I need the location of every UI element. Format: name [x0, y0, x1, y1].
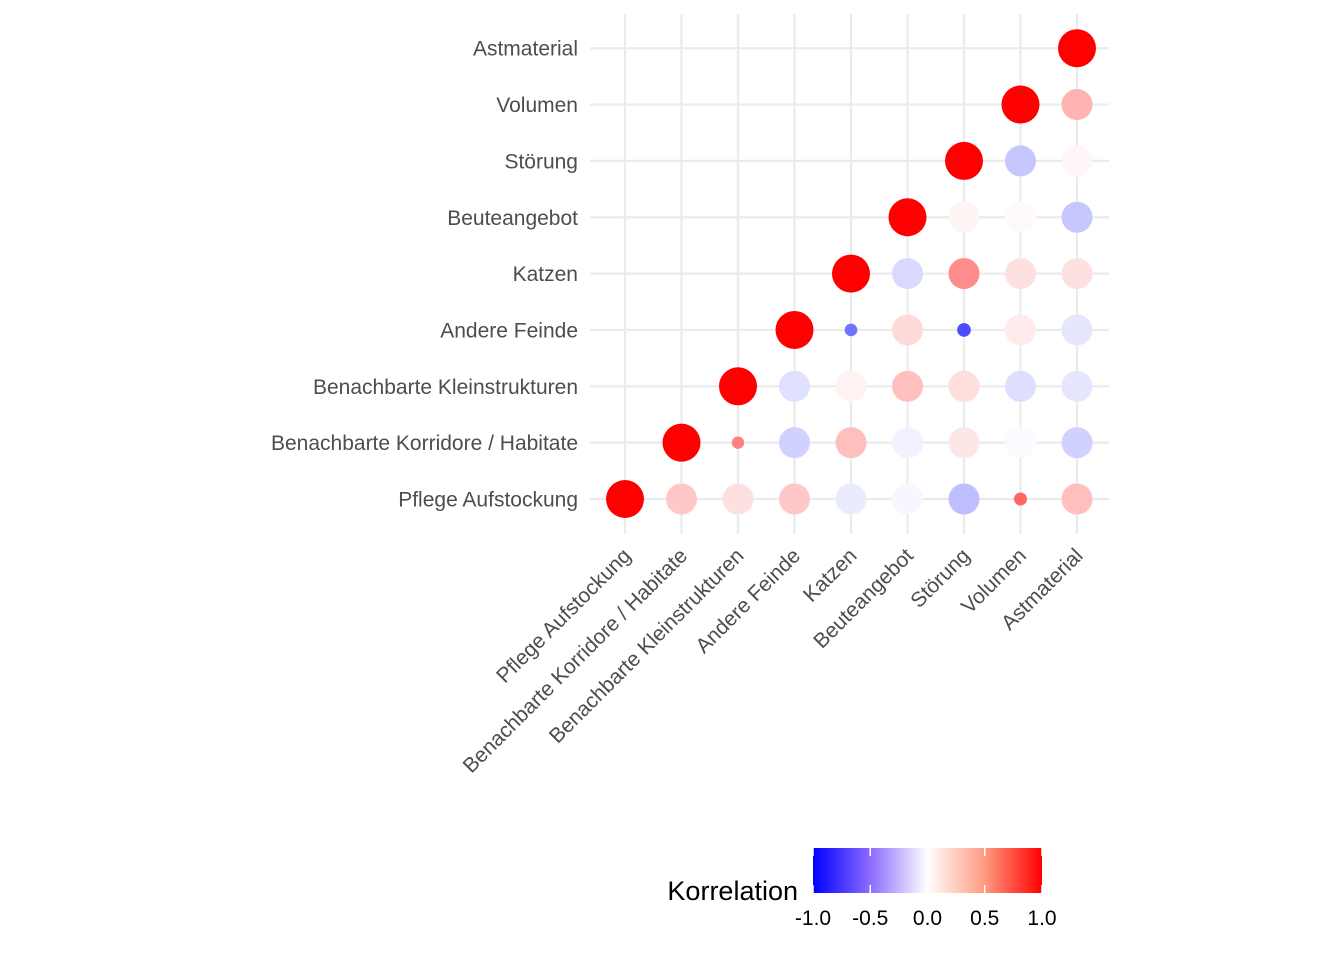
correlation-point: [1061, 314, 1093, 346]
y-tick-label: Volumen: [496, 94, 578, 117]
correlation-point: [948, 427, 980, 459]
legend-tick-label: 1.0: [1027, 907, 1056, 930]
legend-tick-label: 0.5: [970, 907, 999, 930]
correlation-point: [835, 483, 867, 515]
correlation-point: [945, 141, 983, 180]
correlation-point: [888, 198, 927, 237]
correlation-point: [1005, 201, 1036, 233]
y-axis-tick-labels: Pflege Aufstockung Benachbarte Korridore …: [271, 38, 578, 512]
correlation-point: [1061, 427, 1093, 459]
correlation-point: [1061, 201, 1093, 233]
correlation-point: [1061, 483, 1093, 515]
correlation-point: [957, 323, 971, 337]
correlation-point: [1061, 89, 1093, 121]
correlation-point: [719, 367, 757, 406]
correlation-point: [731, 436, 745, 449]
correlation-point: [779, 370, 810, 402]
y-tick-label: Störung: [504, 150, 578, 173]
correlation-point: [835, 370, 867, 402]
correlation-point: [892, 314, 923, 346]
correlation-point: [1061, 370, 1093, 402]
legend: Korrelation -1.0 -0.5 0.0 0.5 1.0: [667, 848, 1057, 930]
correlation-point: [606, 480, 644, 518]
correlation-point: [1005, 145, 1036, 177]
correlation-point: [844, 323, 858, 337]
correlation-point: [1061, 145, 1093, 177]
legend-tick-label: 0.0: [913, 907, 942, 930]
correlation-point: [1058, 29, 1096, 68]
y-tick-label: Beuteangebot: [447, 207, 578, 230]
correlation-point: [948, 370, 980, 402]
legend-title: Korrelation: [667, 876, 798, 906]
correlation-point: [1005, 314, 1036, 346]
y-tick-label: Astmaterial: [473, 38, 578, 61]
y-tick-label: Benachbarte Korridore / Habitate: [271, 432, 578, 455]
correlation-point: [1005, 370, 1036, 402]
correlation-point: [892, 427, 923, 459]
correlation-point: [1005, 258, 1036, 290]
correlation-point: [832, 254, 870, 293]
correlation-point: [779, 483, 810, 515]
correlation-point: [948, 483, 980, 515]
correlation-point: [948, 258, 980, 290]
correlation-point: [662, 423, 701, 462]
y-tick-label: Andere Feinde: [440, 319, 578, 342]
correlation-point: [722, 483, 754, 515]
correlation-point: [1061, 258, 1093, 290]
correlation-point: [835, 427, 867, 459]
correlation-point: [1013, 492, 1028, 506]
y-tick-label: Pflege Aufstockung: [398, 489, 578, 512]
correlation-point: [666, 483, 697, 515]
correlation-point: [892, 483, 923, 515]
legend-tick-label: -0.5: [852, 907, 888, 930]
y-tick-label: Katzen: [513, 263, 578, 286]
correlation-point: [892, 370, 923, 402]
x-tick-label: Benachbarte Korridore / Habitate: [459, 544, 692, 777]
y-tick-label: Benachbarte Kleinstrukturen: [313, 376, 578, 399]
legend-tick-label: -1.0: [795, 907, 831, 930]
correlation-points: [606, 29, 1096, 518]
x-tick-label: Andere Feinde: [691, 544, 805, 658]
x-tick-label: Beuteangebot: [809, 544, 918, 653]
correlation-point: [1005, 427, 1036, 459]
correlation-point: [775, 310, 814, 349]
correlation-point: [779, 427, 810, 459]
correlation-point: [892, 258, 923, 290]
correlation-point: [948, 201, 980, 233]
correlation-point: [1001, 85, 1040, 124]
